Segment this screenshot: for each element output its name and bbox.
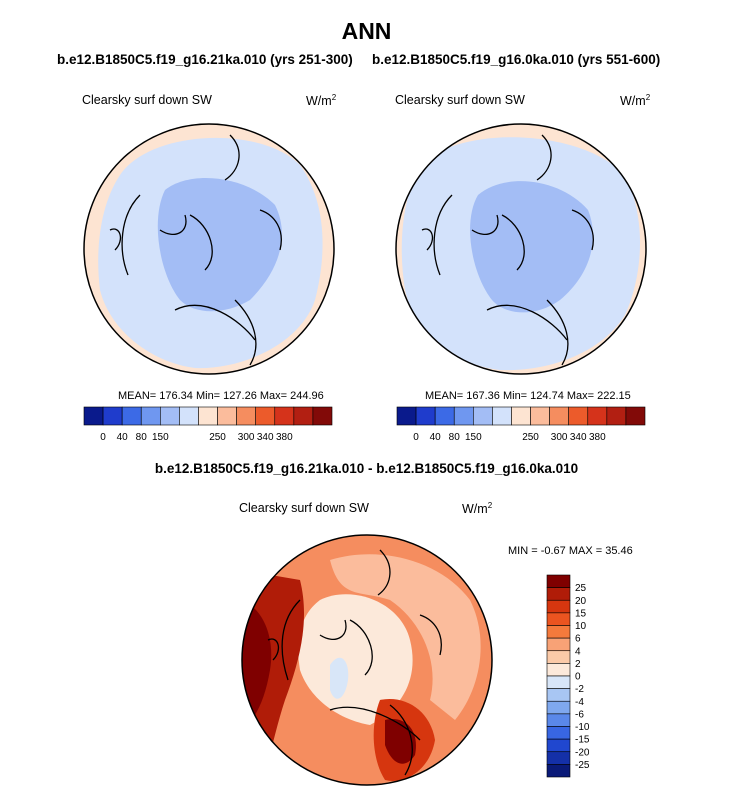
diff-colorbar-swatch (546, 663, 571, 677)
figure-title: ANN (341, 18, 392, 44)
diff-colorbar-tick-label: -2 (575, 684, 584, 695)
panel1-colorbar-tick-label: 250 (209, 432, 226, 443)
diff-colorbar-tick-label: -25 (575, 760, 590, 771)
panel1-units: W/m2 (306, 93, 337, 109)
diff-colorbar-tick-label: 2 (575, 659, 581, 670)
panel2-units: W/m2 (620, 93, 651, 109)
diff-colorbar-tick-label: -6 (575, 709, 584, 720)
diff-colorbar-swatch (546, 713, 571, 727)
diff-minmax: MIN = -0.67 MAX = 35.46 (508, 545, 633, 557)
panel2-colorbar-tick-label: 250 (522, 432, 539, 443)
panel2-colorbar-tick-label: 80 (449, 432, 461, 443)
diff-colorbar-swatch (546, 688, 571, 702)
diff-colorbar-tick-label: 6 (575, 634, 581, 645)
case-title-left: b.e12.B1850C5.f19_g16.21ka.010 (yrs 251-… (57, 52, 353, 67)
panel1-stats: MEAN= 176.34 Min= 127.26 Max= 244.96 (118, 390, 324, 402)
diff-colorbar-tick-label: -20 (575, 747, 590, 758)
panel2-stats: MEAN= 167.36 Min= 124.74 Max= 222.15 (425, 390, 631, 402)
panel2-colorbar-tick-label: 340 (570, 432, 587, 443)
diff-colorbar-swatch (546, 650, 571, 664)
panel2-variable-label: Clearsky surf down SW (395, 93, 525, 107)
panel2-colorbar-tick-label: 380 (589, 432, 606, 443)
panel2-colorbar-tick-label: 150 (465, 432, 482, 443)
panel1-colorbar-tick-label: 0 (100, 432, 106, 443)
case-title-right: b.e12.B1850C5.f19_g16.0ka.010 (yrs 551-6… (372, 52, 661, 67)
panel1-colorbar-swatch (312, 406, 333, 426)
diff-colorbar-swatch (546, 738, 571, 753)
diff-units: W/m2 (462, 501, 493, 517)
diff-colorbar-swatch (546, 700, 571, 715)
diff-colorbar-swatch (546, 599, 571, 614)
panel1-colorbar-tick-label: 380 (276, 432, 293, 443)
panel1-variable-label: Clearsky surf down SW (82, 93, 212, 107)
diff-colorbar-swatch (546, 751, 571, 765)
diff-colorbar-swatch (546, 574, 571, 588)
diff-variable-label: Clearsky surf down SW (239, 501, 369, 515)
panel2-colorbar-swatch (625, 406, 646, 426)
panel1-colorbar-tick-label: 150 (152, 432, 169, 443)
diff-colorbar-swatch (546, 612, 571, 626)
diff-colorbar-tick-label: 0 (575, 672, 581, 683)
diff-colorbar-tick-label: 15 (575, 608, 587, 619)
diff-colorbar-tick-label: 25 (575, 583, 587, 594)
panel1-colorbar-tick-label: 340 (257, 432, 274, 443)
panel1-colorbar-tick-label: 40 (117, 432, 129, 443)
diff-colorbar-tick-label: 10 (575, 621, 587, 632)
diff-colorbar-tick-label: 4 (575, 646, 581, 657)
difference-title: b.e12.B1850C5.f19_g16.21ka.010 - b.e12.B… (154, 461, 579, 476)
diff-colorbar-swatch (546, 764, 571, 778)
diff-colorbar-swatch (546, 637, 571, 652)
panel2-colorbar-tick-label: 40 (430, 432, 442, 443)
diff-colorbar-swatch (546, 726, 571, 740)
diff-colorbar-tick-label: -4 (575, 697, 584, 708)
panel2-colorbar-tick-label: 300 (551, 432, 568, 443)
diff-colorbar-swatch (546, 675, 571, 689)
diff-colorbar-tick-label: 20 (575, 596, 587, 607)
panel2-colorbar-tick-label: 0 (413, 432, 419, 443)
diff-colorbar-swatch (546, 625, 571, 639)
panel1-colorbar-tick-label: 300 (238, 432, 255, 443)
diff-colorbar-tick-label: -15 (575, 735, 590, 746)
diff-colorbar-swatch (546, 587, 571, 601)
diff-colorbar-tick-label: -10 (575, 722, 590, 733)
panel1-colorbar-tick-label: 80 (136, 432, 148, 443)
